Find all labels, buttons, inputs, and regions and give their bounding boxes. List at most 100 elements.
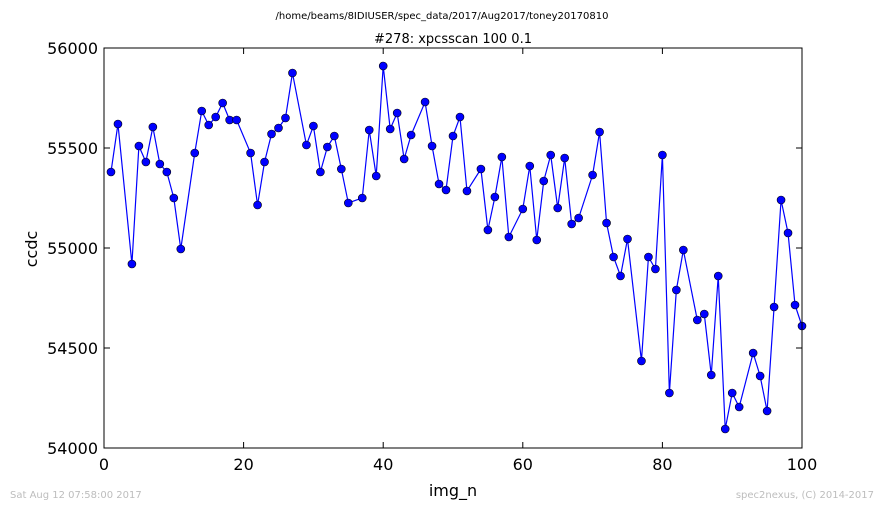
data-point (134, 141, 144, 151)
data-point (567, 219, 576, 229)
data-point (357, 193, 367, 203)
data-point (274, 123, 283, 133)
data-point (309, 121, 318, 131)
tick-layer: 0 20 40 60 80 100 54000 54500 55000 55500 56000 (47, 39, 817, 474)
data-point (720, 424, 730, 434)
footer-timestamp: Sat Aug 12 07:58:00 2017 (10, 490, 142, 501)
data-point (106, 167, 116, 177)
data-point (616, 271, 625, 281)
figure-suptitle: /home/beams/8IDIUSER/spec_data/2017/Aug2… (276, 11, 609, 22)
data-point (246, 148, 255, 158)
data-point (434, 179, 444, 189)
data-point (141, 157, 151, 167)
data-point (595, 127, 604, 137)
data-point (588, 170, 597, 180)
data-point (204, 120, 213, 130)
data-point (665, 388, 674, 398)
data-point (323, 142, 332, 152)
x-axis-label: img_n (429, 481, 477, 501)
data-point (762, 406, 772, 416)
data-point (155, 159, 165, 169)
data-point (497, 152, 507, 162)
data-point (748, 348, 758, 358)
data-point (713, 271, 723, 281)
data-point (679, 245, 688, 255)
data-point (218, 98, 227, 108)
data-point (127, 259, 137, 269)
data-point (302, 140, 311, 150)
data-point (316, 167, 325, 177)
data-point (651, 264, 660, 274)
y-tick-label: 56000 (47, 39, 98, 58)
data-point (644, 252, 653, 262)
data-point (399, 154, 409, 164)
data-point (448, 131, 458, 141)
data-point (260, 157, 269, 167)
chart-title: #278: xpcsscan 100 0.1 (374, 32, 532, 47)
data-point (734, 402, 744, 412)
data-point (553, 203, 563, 213)
data-point (574, 213, 583, 223)
data-point (211, 112, 220, 122)
data-point (692, 315, 702, 325)
data-point (385, 124, 395, 134)
x-tick-label: 0 (99, 455, 109, 474)
data-point (113, 119, 123, 129)
data-point (769, 302, 779, 312)
y-tick-label: 55500 (47, 139, 98, 158)
data-point (727, 388, 737, 398)
y-tick-label: 54500 (47, 339, 98, 358)
x-tick-label: 60 (513, 455, 533, 474)
data-layer (106, 61, 807, 434)
data-point (525, 161, 535, 171)
data-point (232, 115, 241, 125)
data-point (518, 204, 528, 214)
data-point (560, 153, 569, 163)
data-point (267, 129, 276, 139)
data-point (609, 252, 618, 262)
data-point (148, 122, 158, 132)
y-axis-label: ccdc (22, 231, 41, 268)
data-point (441, 185, 451, 195)
data-point (539, 176, 549, 186)
data-point (392, 108, 402, 118)
data-point (281, 113, 290, 123)
data-point (406, 130, 416, 140)
x-tick-label: 20 (233, 455, 253, 474)
data-point (462, 186, 472, 196)
data-point (420, 97, 430, 107)
data-point (783, 228, 793, 238)
data-point (378, 61, 388, 71)
data-point (190, 148, 200, 158)
data-point (658, 150, 667, 160)
data-point (288, 68, 297, 78)
data-point (483, 225, 493, 235)
data-point (546, 150, 556, 160)
data-point (176, 244, 186, 254)
y-tick-label: 54000 (47, 439, 98, 458)
data-point (197, 106, 207, 116)
data-point (490, 192, 500, 202)
data-point (706, 370, 716, 380)
data-point (755, 371, 765, 381)
data-point (364, 125, 374, 135)
data-point (169, 193, 179, 203)
data-point (672, 285, 681, 295)
data-point (504, 232, 514, 242)
data-point (253, 200, 262, 210)
x-tick-label: 100 (787, 455, 818, 474)
data-point (637, 356, 646, 366)
data-point (602, 218, 611, 228)
x-tick-label: 40 (373, 455, 393, 474)
data-point (455, 112, 465, 122)
data-point (790, 300, 800, 310)
plot-frame (103, 47, 803, 449)
data-point (337, 164, 346, 174)
data-point (623, 234, 632, 244)
data-point (427, 141, 437, 151)
y-tick-label: 55000 (47, 239, 98, 258)
data-point (162, 167, 172, 177)
data-point (330, 131, 339, 141)
footer-credit: spec2nexus, (C) 2014-2017 (736, 490, 874, 501)
